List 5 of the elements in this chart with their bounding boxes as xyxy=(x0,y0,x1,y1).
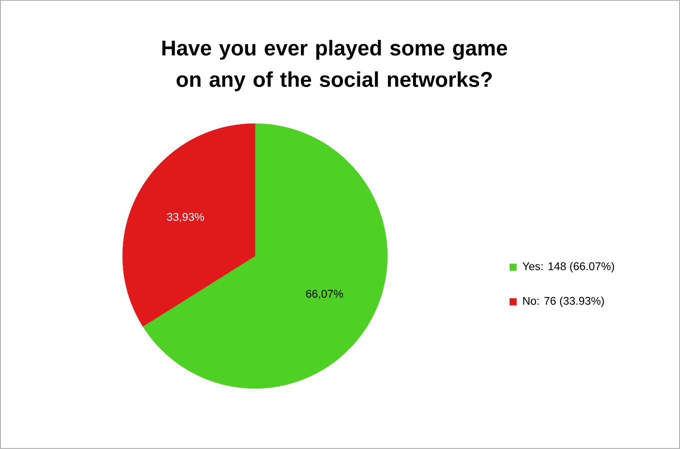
data-label: 66,07% xyxy=(306,290,344,300)
legend-label: No: 76 (33.93%) xyxy=(523,296,604,308)
legend-label: Yes: 148 (66.07%) xyxy=(522,262,614,272)
chart-title: Have you ever played some game on any of the social networks? xyxy=(162,40,508,92)
data-label: 33,93% xyxy=(166,213,204,222)
